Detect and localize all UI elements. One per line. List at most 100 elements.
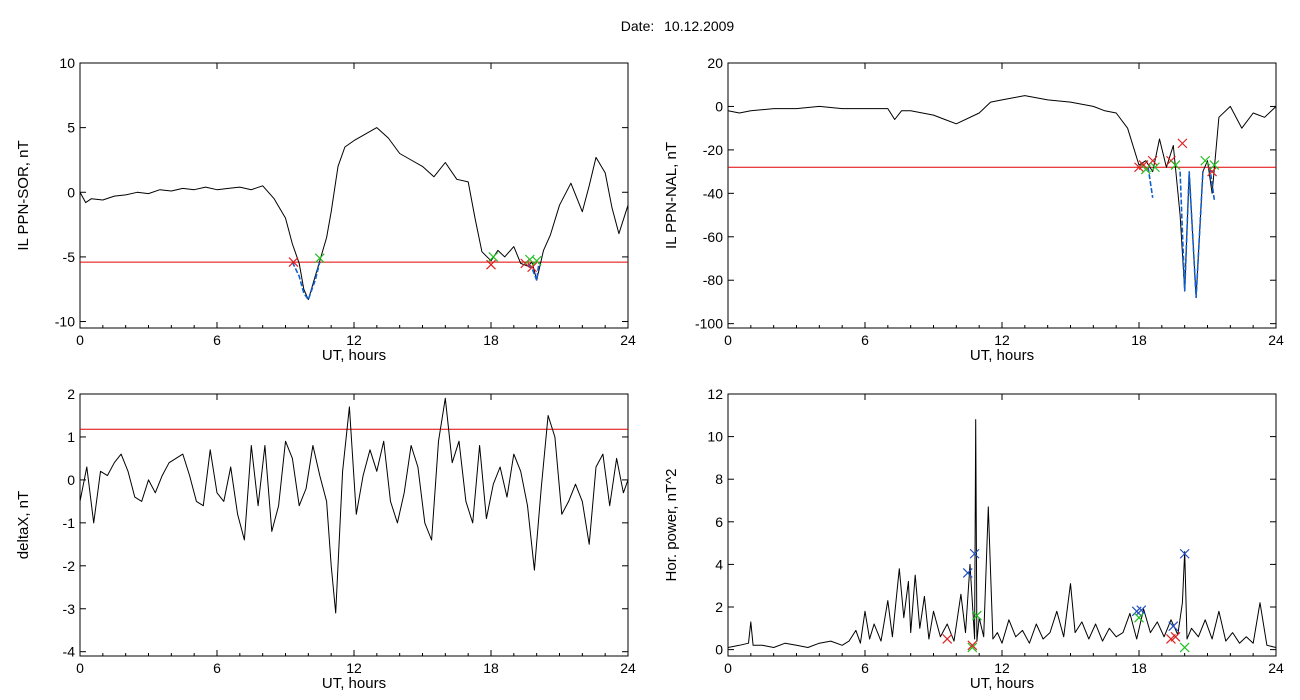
green-marker-power-1-b [971,610,982,621]
y-tick-label-sor-0: 10 [59,55,75,71]
start-marker-sor-3-b [527,262,538,273]
start-marker-sor-1-b [486,259,496,270]
end-marker-nal-1 [1150,162,1160,173]
y-tick-label-deltax-2: 0 [67,472,75,488]
x-tick-label-deltax-3: 18 [483,660,499,676]
series-line-deltax-0 [80,397,628,614]
x-tick-label-sor-0: 0 [76,332,84,348]
end-marker-nal-3-b [1200,155,1211,166]
end-marker-nal-4 [1209,160,1220,171]
y-tick-label-sor-3: -5 [63,249,76,265]
y-tick-label-nal-5: -80 [703,272,723,288]
series-line-power-0 [728,419,1276,648]
green-marker-power-2-b [1134,612,1144,623]
x-tick-label-power-3: 18 [1131,660,1147,676]
chart-header: Date: 10.12.2009 [0,18,1300,34]
y-tick-label-nal-6: -100 [695,316,723,332]
red-marker-power-0 [942,634,953,644]
end-marker-nal-0 [1140,164,1151,175]
blue-marker-power-4 [1168,621,1179,632]
start-marker-sor-0-b [288,257,299,267]
green-marker-power-2 [1134,612,1144,623]
start-marker-sor-1 [486,259,496,270]
blue-marker-power-1 [969,548,980,559]
start-marker-nal-4-b [1177,138,1188,149]
x-tick-label-nal-3: 18 [1131,332,1147,348]
x-tick-label-deltax-2: 12 [346,660,362,676]
y-tick-label-deltax-4: -2 [63,558,76,574]
blue-marker-power-3-b [1136,605,1147,616]
end-marker-nal-4-b [1209,160,1220,171]
start-marker-nal-5 [1207,166,1217,177]
highlight-segment-sor-0 [291,261,321,302]
y-tick-label-nal-1: 0 [715,98,723,114]
end-marker-sor-3-b [531,255,542,266]
x-tick-label-sor-1: 6 [213,332,221,348]
green-marker-power-1 [971,610,982,621]
x-tick-label-sor-3: 18 [483,332,499,348]
series-line-nal-0 [728,95,1276,299]
y-tick-label-deltax-6: -4 [63,644,76,660]
plot-frame-power [727,393,1277,657]
y-tick-label-deltax-0: 2 [67,386,75,402]
date-label: Date: [620,18,655,34]
x-axis-label-nal: UT, hours [970,347,1034,364]
red-marker-power-1-b [967,640,978,651]
highlight-segment-nal-2 [1209,167,1216,200]
plot-area-power [728,419,1276,653]
panel-deltax: 0 6 12 18 24 2 1 0 -1 -2 -3 -4 UT, hours deltaX, nT [15,386,636,692]
blue-marker-power-1-b [969,548,980,559]
plot-area-deltax [80,397,628,614]
start-marker-nal-1-b [1138,160,1149,171]
red-marker-power-1 [967,640,978,651]
blue-marker-power-0-b [962,568,973,578]
start-marker-sor-0 [288,257,299,267]
x-axis-label-power: UT, hours [970,675,1034,692]
y-tick-label-power-2: 8 [715,471,723,487]
end-marker-sor-0-b [314,253,325,264]
red-marker-power-3-b [1170,631,1181,642]
plot-frame-deltax [79,393,629,657]
y-tick-label-power-6: 0 [715,642,723,658]
green-marker-power-0 [967,642,978,653]
y-tick-label-sor-4: -10 [55,314,75,330]
green-marker-power-3-b [1179,642,1190,653]
y-tick-label-power-5: 2 [715,599,723,615]
start-marker-nal-2 [1147,155,1158,166]
x-tick-label-nal-4: 24 [1268,332,1284,348]
y-tick-label-power-1: 10 [707,429,723,445]
panel-sor: 0 6 12 18 24 10 5 0 -5 -10 UT, hours IL PPN-SOR, nT [15,55,636,364]
x-tick-label-sor-2: 12 [346,332,362,348]
y-tick-label-power-4: 4 [715,556,723,572]
y-axis-label-deltax: deltaX, nT [15,491,32,559]
x-tick-label-sor-4: 24 [620,332,636,348]
series-line-sor-0 [80,127,628,301]
end-marker-sor-1 [488,251,499,262]
start-marker-nal-2-b [1147,155,1158,166]
panel-power: 0 6 12 18 24 12 10 8 6 4 2 0 UT, hours Hor. power, nT… [663,386,1284,692]
end-marker-nal-2-b [1170,160,1181,171]
y-tick-label-deltax-5: -3 [63,601,76,617]
x-tick-label-power-2: 12 [994,660,1010,676]
y-tick-label-power-3: 6 [715,514,723,530]
start-marker-nal-5-b [1207,166,1217,177]
end-marker-nal-2 [1170,160,1181,171]
end-marker-sor-3 [531,255,542,266]
highlight-segment-sor-1 [526,261,540,281]
x-tick-label-nal-2: 12 [994,332,1010,348]
highlight-segment-nal-0 [1179,171,1204,298]
x-tick-label-deltax-0: 0 [76,660,84,676]
y-axis-label-sor: IL PPN-SOR, nT [15,140,32,250]
start-marker-sor-3 [527,262,538,273]
plot-frame-sor [79,62,629,329]
red-marker-power-3 [1170,631,1181,642]
end-marker-nal-3 [1200,155,1211,166]
x-axis-label-sor: UT, hours [322,347,386,364]
y-tick-label-deltax-3: -1 [63,515,76,531]
end-marker-sor-1-b [488,251,499,262]
y-tick-label-nal-2: -20 [703,142,723,158]
x-tick-label-power-4: 24 [1268,660,1284,676]
red-marker-power-0-b [942,634,953,644]
x-tick-label-deltax-1: 6 [213,660,221,676]
x-tick-label-nal-0: 0 [724,332,732,348]
